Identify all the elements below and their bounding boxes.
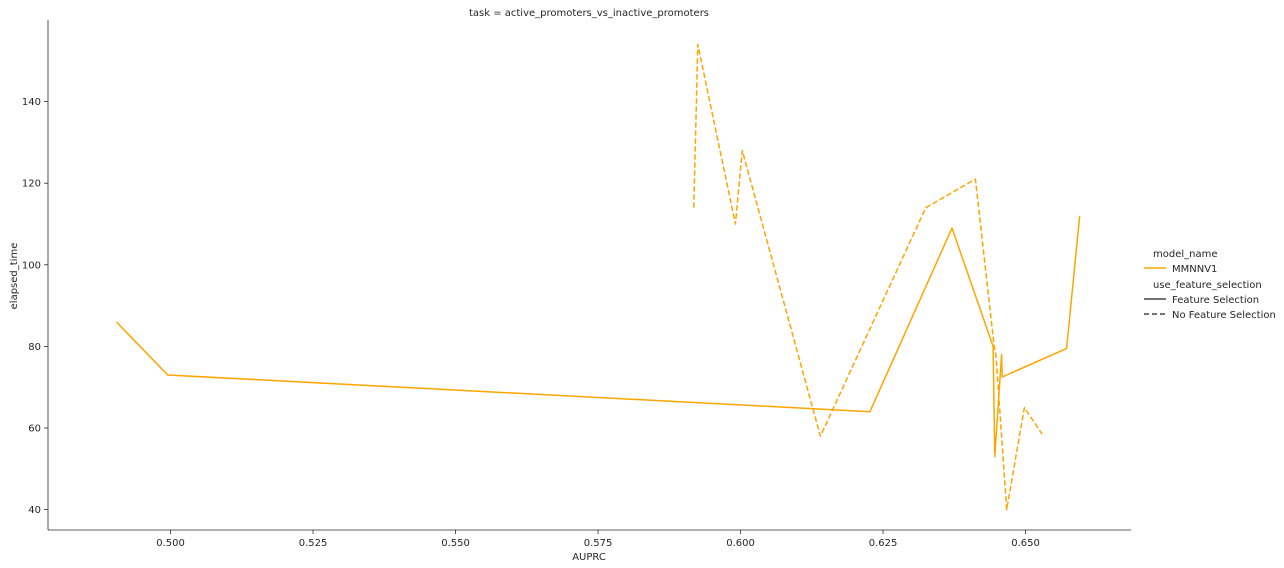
series-line-no-feature-selection: [693, 43, 1043, 511]
x-tick-label: 0.550: [441, 538, 470, 549]
y-tick-label: 120: [22, 179, 41, 190]
y-tick-label: 40: [28, 505, 41, 516]
y-tick-label: 100: [22, 260, 41, 271]
x-tick-label: 0.525: [299, 538, 328, 549]
y-axis-ticks: 40 60 80 100 120 140: [22, 97, 48, 516]
legend-hue-title: model_name: [1153, 249, 1218, 260]
legend-no-feature-selection-label: No Feature Selection: [1172, 310, 1276, 321]
y-tick-label: 140: [22, 97, 41, 108]
x-tick-label: 0.650: [1011, 538, 1040, 549]
x-axis-ticks: 0.500 0.525 0.550 0.575 0.600 0.625 0.650: [156, 530, 1040, 549]
y-tick-label: 80: [28, 342, 41, 353]
legend: model_name MMNNV1 use_feature_selection …: [1144, 249, 1276, 321]
legend-style-title: use_feature_selection: [1153, 280, 1262, 291]
y-tick-label: 60: [28, 424, 41, 435]
x-axis-label: AUPRC: [572, 552, 606, 563]
y-axis-label: elapsed_time: [9, 243, 20, 310]
x-tick-label: 0.600: [726, 538, 755, 549]
x-tick-label: 0.500: [156, 538, 185, 549]
chart-title: task = active_promoters_vs_inactive_prom…: [469, 8, 709, 19]
legend-mmnnv1-label: MMNNV1: [1172, 264, 1217, 275]
plot-area: [115, 43, 1081, 511]
series-line-feature-selection: [115, 215, 1081, 458]
x-tick-label: 0.625: [869, 538, 898, 549]
legend-feature-selection-label: Feature Selection: [1172, 295, 1259, 306]
x-tick-label: 0.575: [584, 538, 613, 549]
